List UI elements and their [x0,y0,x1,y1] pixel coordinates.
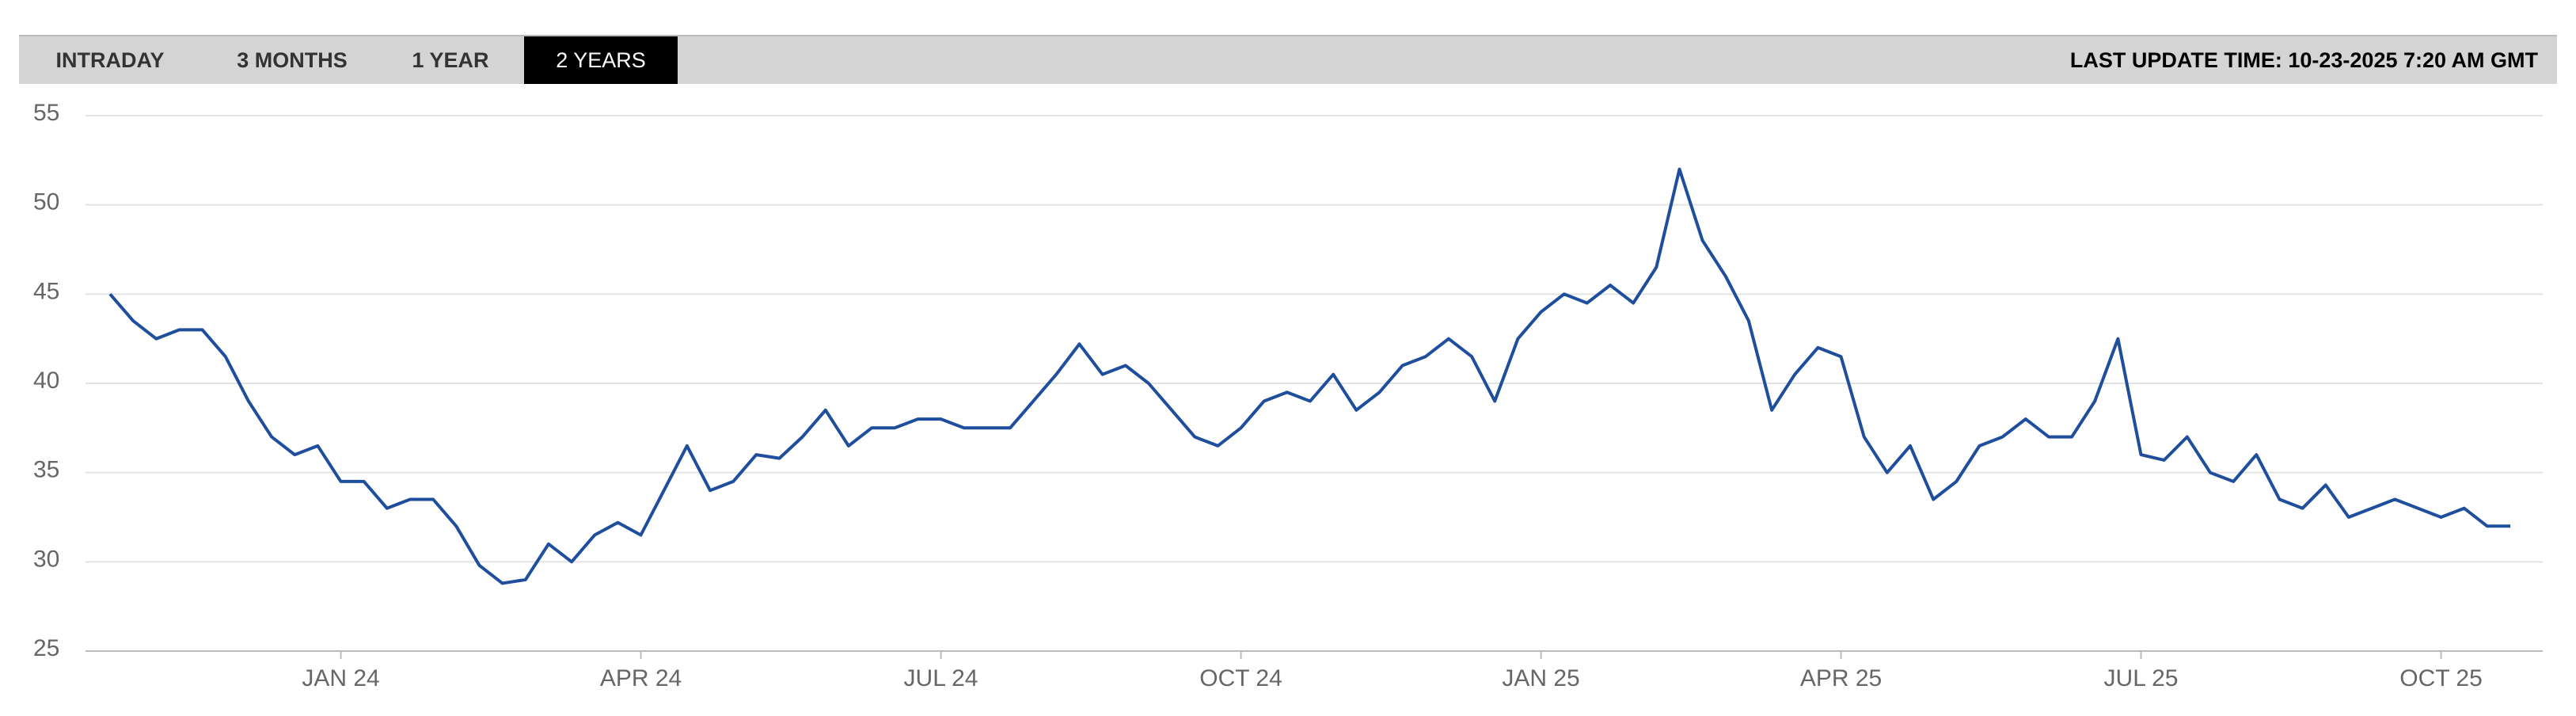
x-tick-label: APR 24 [600,665,682,691]
x-tick-label: JUL 25 [2104,665,2179,691]
last-update: LAST UPDATE TIME: 10-23-2025 7:20 AM GMT [2069,48,2538,72]
x-tick-label: OCT 25 [2399,665,2483,691]
tab-selected[interactable]: 2 YEARS [524,36,678,84]
y-tick-label: 30 [33,546,59,572]
x-tick-label: JAN 24 [302,665,379,691]
tab[interactable]: 3 MONTHS [237,48,348,72]
y-tick-label: 35 [33,457,59,483]
y-tick-label: 25 [33,635,59,661]
tab[interactable]: INTRADAY [55,48,165,72]
price-line [108,167,2510,585]
x-tick-label: JUL 24 [904,665,978,691]
x-tick-label: JAN 25 [1502,665,1579,691]
y-tick-label: 50 [33,189,59,215]
x-tick-label: OCT 24 [1199,665,1282,691]
x-tick-label: APR 25 [1800,665,1882,691]
tab-bar: INTRADAY 3 MONTHS 1 YEAR 2 YEARS LAST UP… [19,35,2557,84]
tab[interactable]: 1 YEAR [412,48,489,72]
y-tick-label: 45 [33,278,59,304]
y-tick-label: 40 [33,368,59,394]
y-tick-label: 55 [33,100,59,126]
